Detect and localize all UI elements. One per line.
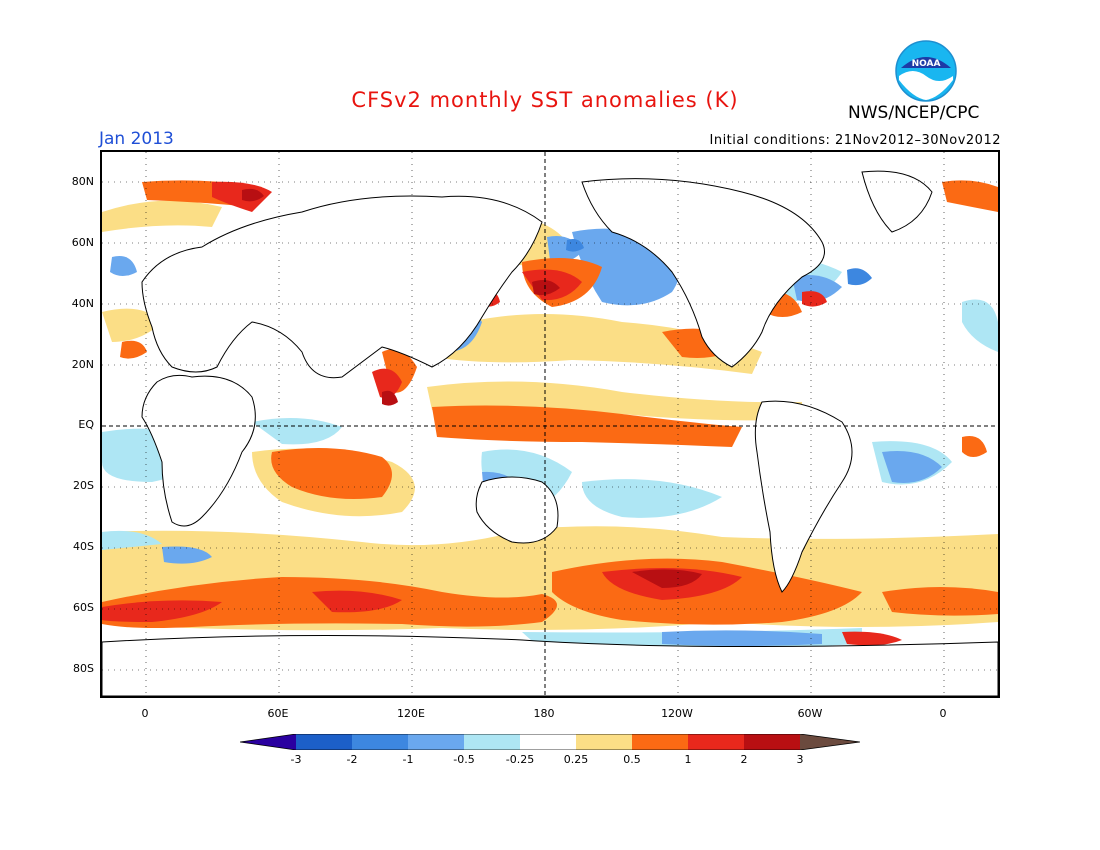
colorbar-label: -3: [290, 753, 302, 766]
lat-label: 60S: [73, 601, 94, 614]
australia: [475, 476, 559, 544]
lat-label: 40N: [71, 297, 94, 310]
colorbar-label: 1: [684, 753, 692, 766]
north-america: [581, 178, 825, 368]
lon-label: 180: [533, 707, 555, 720]
equator-dateline: [102, 152, 998, 696]
anomaly-2-3: [242, 188, 702, 588]
colorbar: [240, 734, 860, 750]
initial-conditions: Initial conditions: 21Nov2012–30Nov2012: [709, 133, 1001, 148]
colorbar-swatch: [240, 734, 296, 750]
lat-label: 60N: [71, 236, 94, 249]
noaa-logo: NOAA: [895, 40, 957, 102]
colorbar-label: -0.5: [453, 753, 475, 766]
colorbar-swatch: [632, 734, 688, 750]
eurasia: [141, 195, 543, 379]
lat-label: 20N: [71, 358, 94, 371]
colorbar-label: 3: [796, 753, 804, 766]
lon-label: 0: [141, 707, 149, 720]
colorbar-label: 0.5: [623, 753, 641, 766]
anomaly-cool-mid: [110, 228, 942, 646]
colorbar-swatch: [800, 734, 860, 750]
lon-label: 120E: [397, 707, 425, 720]
agency-label: NWS/NCEP/CPC: [848, 103, 980, 123]
lon-label: 60E: [267, 707, 289, 720]
greenland: [861, 170, 933, 233]
lat-label: 80S: [73, 662, 94, 675]
colorbar-label: -2: [346, 753, 358, 766]
lat-label: 20S: [73, 479, 94, 492]
colorbar-label: -1: [402, 753, 414, 766]
gridlines: [102, 152, 998, 696]
lat-label: 40S: [73, 540, 94, 553]
lat-label: 80N: [71, 175, 94, 188]
colorbar-label: 0.25: [563, 753, 589, 766]
lon-label: 120W: [661, 707, 693, 720]
continents: [102, 170, 998, 696]
antarctica: [102, 634, 998, 696]
south-america: [754, 400, 853, 593]
sst-anomaly-map: [100, 150, 1000, 698]
colorbar-swatch: [352, 734, 408, 750]
lon-label: 60W: [797, 707, 823, 720]
chart-title: CFSv2 monthly SST anomalies (K): [351, 88, 739, 112]
colorbar-swatch: [744, 734, 800, 750]
colorbar-swatch: [464, 734, 520, 750]
colorbar-swatch: [688, 734, 744, 750]
colorbar-swatch: [520, 734, 576, 750]
colorbar-label: -0.25: [505, 753, 535, 766]
colorbar-swatch: [408, 734, 464, 750]
map-canvas: [102, 152, 998, 696]
colorbar-swatch: [576, 734, 632, 750]
lon-label: 0: [939, 707, 947, 720]
colorbar-swatch: [296, 734, 352, 750]
colorbar-label: 2: [740, 753, 748, 766]
lat-label: EQ: [78, 418, 94, 431]
logo-text: NOAA: [912, 59, 941, 69]
month-label: Jan 2013: [99, 129, 174, 149]
africa: [141, 374, 256, 527]
